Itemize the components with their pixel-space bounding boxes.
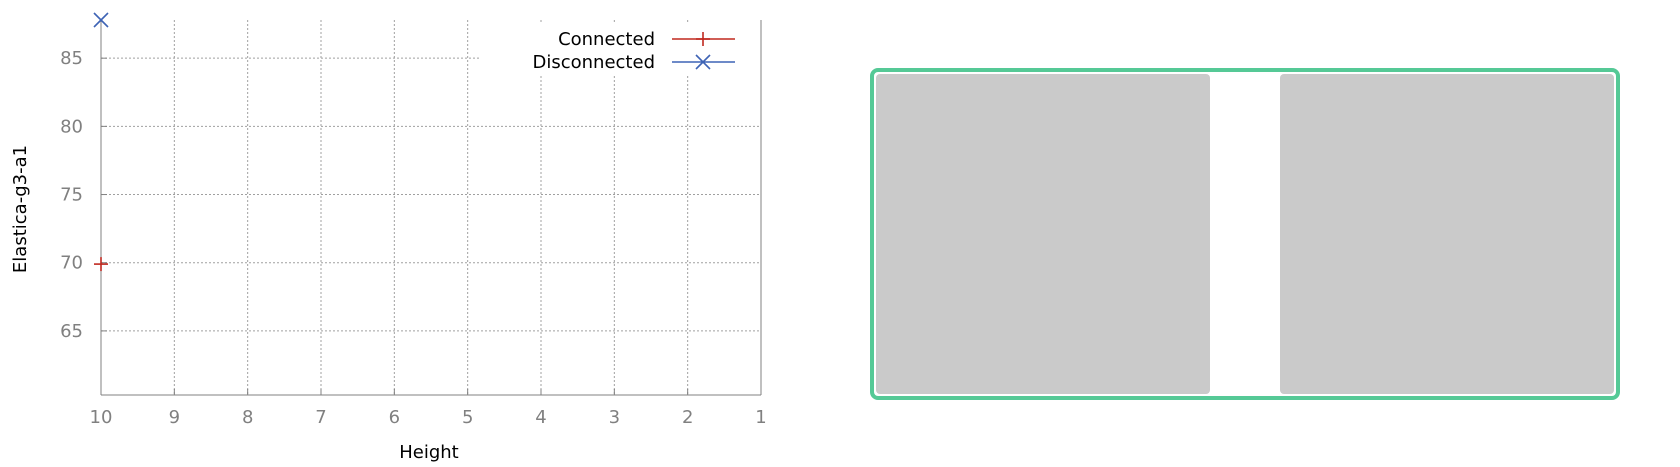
marker-stroke (93, 12, 109, 28)
legend-marker-disconnected (695, 54, 711, 70)
diagram-block-right (1280, 74, 1614, 394)
y-tick-label: 65 (60, 321, 83, 342)
x-tick-label: 1 (755, 407, 766, 428)
x-tick-label: 4 (535, 407, 546, 428)
data-point-connected (94, 257, 108, 272)
y-tick-label: 75 (60, 185, 83, 206)
x-tick-label: 2 (682, 407, 693, 428)
legend-label-connected: Connected (558, 29, 655, 50)
y-tick-label: 85 (60, 48, 83, 69)
axes (100, 20, 762, 396)
y-tick-label: 80 (60, 116, 83, 137)
data-points (93, 12, 109, 272)
legend-label-disconnected: Disconnected (533, 52, 656, 73)
grid (101, 20, 761, 395)
legend-marker-connected (696, 32, 710, 46)
data-point-disconnected (93, 12, 109, 28)
diagram-frame (870, 68, 1620, 400)
x-axis-title: Height (399, 442, 459, 463)
x-tick-label: 6 (389, 407, 400, 428)
y-tick-label: 70 (60, 253, 83, 274)
x-tick-label: 3 (609, 407, 620, 428)
legend-background (480, 24, 760, 76)
diagram-block-left (876, 74, 1210, 394)
x-tick-label: 9 (169, 407, 180, 428)
legend-swatches (672, 32, 735, 70)
x-tick-label: 10 (90, 407, 113, 428)
x-tick-label: 5 (462, 407, 473, 428)
x-tick-label: 7 (315, 407, 326, 428)
y-axis-title: Elastica-g3-a1 (10, 145, 31, 273)
x-tick-label: 8 (242, 407, 253, 428)
marker-stroke (695, 54, 711, 70)
legend: Connected Disconnected (480, 24, 760, 76)
